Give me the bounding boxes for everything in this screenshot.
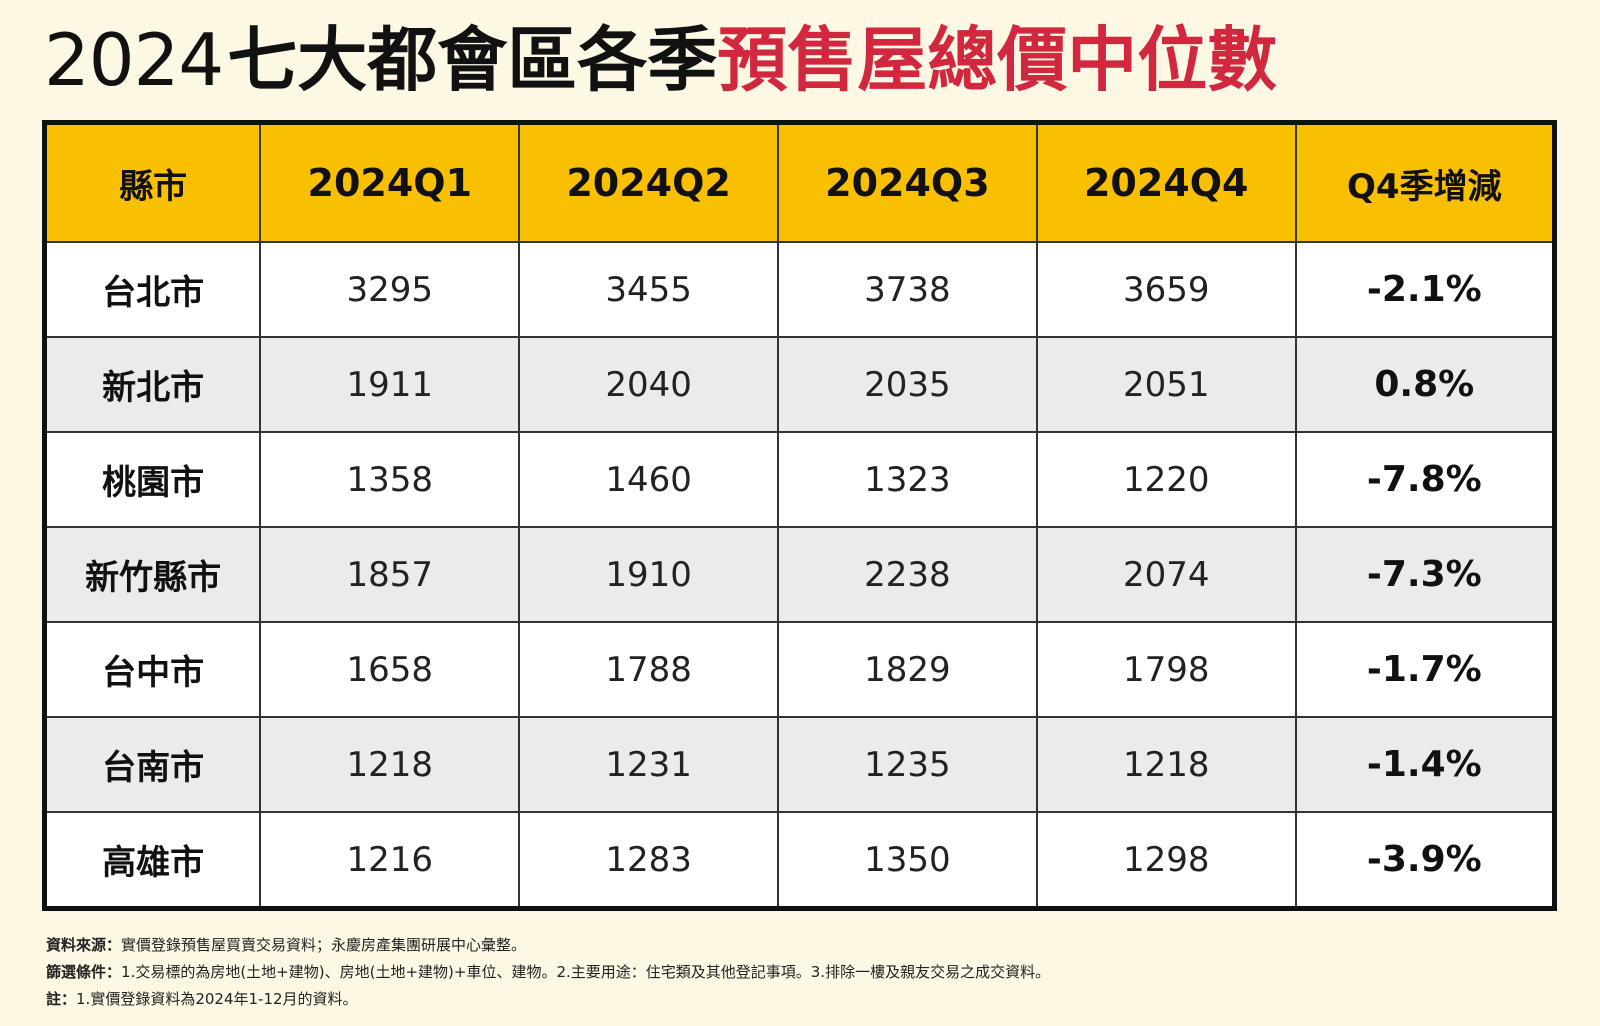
- q2-cell: 2040: [518, 336, 779, 433]
- median-price-table: 縣市 2024Q1 2024Q2 2024Q3 2024Q4 Q4季增減 台北市…: [42, 120, 1557, 911]
- q2-cell: 3455: [518, 241, 779, 338]
- q1-cell: 1911: [259, 336, 521, 433]
- filter-label: 篩選條件：: [46, 963, 122, 981]
- filter-note: 篩選條件：1.交易標的為房地(土地+建物)、房地(土地+建物)+車位、建物。2.…: [46, 959, 1050, 986]
- change-cell: -1.4%: [1294, 716, 1556, 813]
- q3-cell: 2035: [776, 336, 1038, 433]
- page-title: 2024 七大都會區各季 預售屋總價中位數: [44, 10, 1277, 110]
- column-header-q3: 2024Q3: [776, 121, 1038, 243]
- q3-cell: 1350: [776, 811, 1038, 910]
- remark-label: 註：: [46, 990, 77, 1008]
- title-red-part: 預售屋總價中位數: [717, 19, 1278, 101]
- city-cell: 台北市: [43, 241, 262, 338]
- q1-cell: 1857: [259, 526, 521, 623]
- q4-cell: 2074: [1035, 526, 1297, 623]
- change-cell: -2.1%: [1294, 241, 1556, 338]
- table-row: 新竹縣市 1857 1910 2238 2074 -7.3%: [43, 526, 1556, 623]
- table-row: 新北市 1911 2040 2035 2051 0.8%: [43, 336, 1556, 433]
- change-cell: -3.9%: [1294, 811, 1556, 910]
- q1-cell: 1218: [259, 716, 521, 813]
- q3-cell: 1829: [776, 621, 1038, 718]
- q4-cell: 1798: [1035, 621, 1297, 718]
- source-label: 資料來源：: [46, 936, 122, 954]
- city-cell: 台中市: [43, 621, 262, 718]
- source-text: 實價登錄預售屋買賣交易資料；永慶房產集團研展中心彙整。: [121, 936, 527, 954]
- remark-text: 1.實價登錄資料為2024年1-12月的資料。: [76, 990, 358, 1008]
- filter-text: 1.交易標的為房地(土地+建物)、房地(土地+建物)+車位、建物。2.主要用途：…: [121, 963, 1051, 981]
- city-cell: 台南市: [43, 716, 262, 813]
- column-header-q1: 2024Q1: [259, 121, 521, 243]
- q2-cell: 1231: [518, 716, 779, 813]
- q3-cell: 3738: [776, 241, 1038, 338]
- footnotes: 資料來源：實價登錄預售屋買賣交易資料；永慶房產集團研展中心彙整。 篩選條件：1.…: [46, 932, 1050, 1013]
- city-cell: 新北市: [43, 336, 262, 433]
- q1-cell: 1658: [259, 621, 521, 718]
- table-row: 台北市 3295 3455 3738 3659 -2.1%: [43, 241, 1556, 338]
- column-header-q4-change: Q4季增減: [1294, 121, 1556, 243]
- title-year: 2024: [44, 18, 224, 102]
- q2-cell: 1910: [518, 526, 779, 623]
- q2-cell: 1283: [518, 811, 779, 910]
- q1-cell: 1358: [259, 431, 521, 528]
- q3-cell: 2238: [776, 526, 1038, 623]
- change-cell: -7.8%: [1294, 431, 1556, 528]
- table-row: 桃園市 1358 1460 1323 1220 -7.8%: [43, 431, 1556, 528]
- city-cell: 桃園市: [43, 431, 262, 528]
- change-cell: -1.7%: [1294, 621, 1556, 718]
- column-header-city: 縣市: [43, 121, 262, 243]
- table-header-row: 縣市 2024Q1 2024Q2 2024Q3 2024Q4 Q4季增減: [43, 121, 1556, 243]
- q4-cell: 1218: [1035, 716, 1297, 813]
- q3-cell: 1235: [776, 716, 1038, 813]
- remark-note: 註：1.實價登錄資料為2024年1-12月的資料。: [46, 986, 1050, 1013]
- change-cell: 0.8%: [1294, 336, 1556, 433]
- column-header-q2: 2024Q2: [518, 121, 779, 243]
- city-cell: 新竹縣市: [43, 526, 262, 623]
- q4-cell: 1220: [1035, 431, 1297, 528]
- q3-cell: 1323: [776, 431, 1038, 528]
- table-row: 台中市 1658 1788 1829 1798 -1.7%: [43, 621, 1556, 718]
- column-header-q4: 2024Q4: [1035, 121, 1297, 243]
- q4-cell: 3659: [1035, 241, 1297, 338]
- q2-cell: 1788: [518, 621, 779, 718]
- q1-cell: 1216: [259, 811, 521, 910]
- title-black-part: 七大都會區各季: [227, 19, 718, 101]
- table-row: 台南市 1218 1231 1235 1218 -1.4%: [43, 716, 1556, 813]
- q4-cell: 1298: [1035, 811, 1297, 910]
- source-note: 資料來源：實價登錄預售屋買賣交易資料；永慶房產集團研展中心彙整。: [46, 932, 1050, 959]
- q1-cell: 3295: [259, 241, 521, 338]
- table-row: 高雄市 1216 1283 1350 1298 -3.9%: [43, 811, 1556, 910]
- q4-cell: 2051: [1035, 336, 1297, 433]
- city-cell: 高雄市: [43, 811, 262, 910]
- q2-cell: 1460: [518, 431, 779, 528]
- change-cell: -7.3%: [1294, 526, 1556, 623]
